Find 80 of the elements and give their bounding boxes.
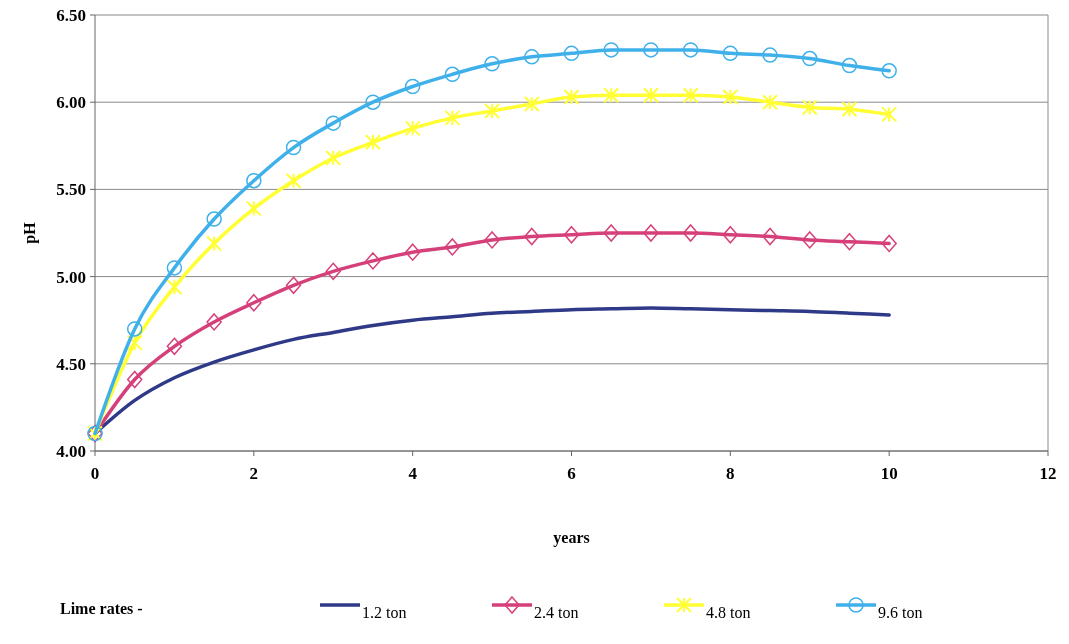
x-tick-label: 10 — [880, 464, 898, 483]
point — [246, 294, 262, 312]
point — [325, 115, 341, 131]
point — [166, 337, 183, 356]
x-tick-label: 6 — [567, 464, 576, 483]
point — [841, 101, 858, 118]
point — [245, 200, 262, 217]
y-tick-label: 5.00 — [56, 267, 86, 287]
point — [801, 99, 818, 116]
point — [126, 370, 143, 389]
point — [126, 321, 143, 337]
point — [206, 211, 222, 227]
point — [524, 49, 540, 65]
y-tick-label: 4.00 — [56, 441, 86, 461]
x-tick-label: 12 — [1039, 464, 1057, 483]
point — [325, 262, 341, 281]
legend-label: 4.8 ton — [706, 603, 751, 621]
point — [325, 150, 342, 167]
point — [444, 238, 461, 256]
point — [722, 225, 739, 244]
point — [563, 45, 580, 62]
point — [563, 225, 580, 244]
legend-title: Lime rates - — [60, 599, 143, 617]
point — [285, 276, 302, 295]
x-axis-title: years — [553, 529, 590, 547]
point — [484, 102, 501, 119]
x-tick-label: 4 — [408, 464, 418, 483]
point — [484, 56, 500, 72]
point — [881, 106, 898, 123]
point — [762, 227, 778, 246]
point — [682, 224, 699, 242]
point — [841, 232, 858, 251]
point — [802, 50, 818, 67]
point — [762, 94, 779, 111]
point — [365, 94, 381, 110]
y-tick-label: 6.50 — [56, 5, 86, 25]
point — [682, 42, 699, 58]
point — [841, 57, 858, 74]
point — [285, 139, 302, 156]
x-tick-label: 0 — [90, 464, 100, 483]
y-tick-label: 4.50 — [56, 354, 86, 374]
point — [643, 42, 659, 58]
point — [166, 279, 183, 296]
point — [722, 45, 739, 62]
point — [404, 243, 421, 261]
y-tick-label: 5.50 — [56, 180, 86, 200]
point — [523, 95, 540, 112]
point — [364, 134, 381, 151]
point — [524, 227, 540, 246]
point — [603, 224, 619, 242]
point — [404, 78, 421, 95]
point — [404, 120, 421, 137]
point — [206, 235, 223, 252]
point — [365, 252, 381, 270]
point — [444, 66, 461, 83]
legend-label: 1.2 ton — [362, 603, 407, 621]
point — [563, 88, 580, 105]
point — [881, 234, 897, 253]
point — [643, 224, 659, 242]
point — [166, 260, 183, 276]
point — [444, 109, 461, 126]
x-tick-label: 8 — [726, 464, 735, 483]
point — [126, 334, 143, 351]
point — [603, 87, 620, 104]
point — [762, 47, 778, 63]
legend-label: 2.4 ton — [534, 603, 579, 621]
point — [603, 42, 619, 58]
point — [206, 313, 222, 331]
y-axis-title: pH — [21, 221, 39, 244]
point — [642, 87, 659, 104]
point — [682, 87, 699, 104]
legend-label: 9.6 ton — [878, 603, 923, 621]
y-tick-label: 6.00 — [56, 93, 86, 113]
x-tick-label: 2 — [249, 464, 259, 483]
point — [285, 172, 302, 189]
point — [722, 88, 739, 105]
point — [484, 231, 500, 249]
point — [802, 231, 818, 249]
point — [246, 172, 262, 189]
point — [881, 63, 897, 79]
